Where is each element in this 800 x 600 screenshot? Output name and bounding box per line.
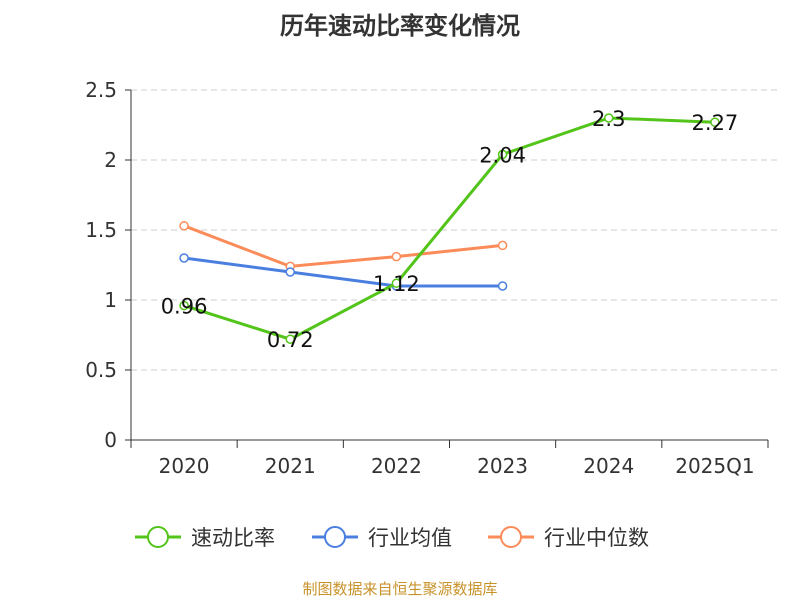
legend-label: 行业均值 [368, 526, 452, 550]
data-point [391, 278, 402, 288]
x-tick-label: 2023 [477, 454, 528, 478]
data-point [710, 117, 720, 127]
y-tick-label: 2 [104, 148, 117, 172]
data-point [497, 240, 508, 251]
legend-label: 速动比率 [191, 526, 275, 550]
data-point [497, 281, 508, 291]
data-point [497, 149, 508, 160]
data-point [179, 300, 189, 311]
data-label: 0.96 [161, 295, 208, 319]
y-tick-label: 0 [104, 428, 117, 452]
data-point [285, 267, 295, 277]
source-note: 制图数据来自恒生聚源数据库 [302, 580, 498, 598]
chart-title: 历年速动比率变化情况 [280, 12, 520, 40]
data-point [285, 334, 295, 344]
data-label: 1.12 [373, 272, 420, 296]
data-point [179, 221, 189, 231]
x-tick-label: 2022 [371, 454, 422, 478]
legend-marker [500, 526, 522, 548]
legend-marker [324, 526, 346, 548]
series-line-2 [183, 224, 503, 268]
legend-marker [147, 526, 169, 548]
data-label: 2.27 [692, 111, 739, 135]
x-tick-label: 2021 [265, 454, 316, 478]
series-line-0 [183, 116, 715, 341]
data-point [179, 253, 189, 263]
x-tick-label: 2025Q1 [675, 454, 754, 478]
y-tick-label: 1.5 [85, 218, 117, 242]
legend-label: 行业中位数 [544, 526, 649, 550]
data-point [391, 251, 402, 262]
y-tick-label: 0.5 [85, 358, 117, 382]
data-label: 2.3 [592, 107, 625, 131]
y-tick-label: 2.5 [85, 78, 117, 102]
data-label: 0.72 [267, 328, 314, 352]
x-tick-label: 2024 [583, 454, 634, 478]
data-label: 2.04 [479, 143, 526, 167]
series-line-1 [183, 256, 503, 288]
x-tick-label: 2020 [159, 454, 210, 478]
y-tick-label: 1 [104, 288, 117, 312]
data-point [604, 113, 614, 123]
